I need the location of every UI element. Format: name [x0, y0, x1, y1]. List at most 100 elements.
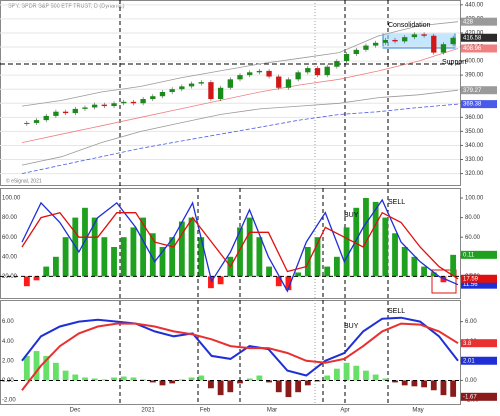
histogram-bar: [372, 201, 379, 277]
histogram-bar: [266, 266, 272, 277]
y-tick-label: 340.00: [465, 143, 484, 149]
y-tick-label: 440.00: [465, 2, 484, 8]
histogram-bar: [450, 254, 457, 277]
series-line: [21, 316, 459, 377]
histogram-bar: [120, 237, 127, 277]
histogram-bar: [227, 380, 234, 393]
histogram-bar: [43, 266, 50, 277]
histogram-bar: [217, 380, 224, 396]
histogram-bar: [130, 227, 137, 277]
macd-panel: [0, 300, 461, 405]
last-value-box: [461, 339, 497, 348]
histogram-bar: [363, 370, 369, 381]
y-tick-label: 330.00: [465, 157, 484, 163]
candle-body: [82, 107, 88, 109]
y-tick-label-left: 0.00: [2, 378, 14, 384]
histogram-bar: [421, 266, 427, 277]
annotation: BUY: [344, 323, 359, 330]
histogram-bar: [23, 355, 30, 381]
histogram-bar: [295, 272, 302, 277]
histogram-bar: [285, 276, 292, 291]
candle-body: [198, 82, 204, 84]
candle-body: [179, 86, 185, 90]
histogram-bar: [188, 217, 195, 277]
price-panel: [0, 0, 461, 186]
histogram-bar: [440, 276, 447, 283]
histogram-bar: [266, 380, 272, 383]
histogram-bar: [246, 378, 253, 381]
histogram-bar: [159, 247, 166, 277]
y-tick-label: 80.00: [465, 215, 481, 221]
candle-body: [392, 39, 398, 42]
y-tick-label: 320.00: [465, 171, 484, 177]
series-line: [21, 48, 459, 143]
last-price-box: [461, 33, 497, 42]
y-tick-label-left: 20.00: [2, 274, 18, 280]
x-tick-label: Dec: [70, 408, 81, 414]
y-tick-label: 350.00: [465, 129, 484, 135]
candle-body: [208, 82, 214, 100]
histogram-bar: [401, 247, 408, 277]
candle-body: [159, 92, 166, 97]
annotation: Consolidation: [388, 22, 431, 29]
histogram-bar: [343, 362, 350, 381]
oscillator-panel: [0, 188, 461, 299]
y-tick-label: 6.00: [465, 319, 477, 325]
histogram-bar: [169, 237, 176, 277]
histogram-bar: [120, 376, 127, 381]
y-tick-label: 360.00: [465, 115, 484, 121]
histogram-bar: [140, 217, 147, 277]
histogram-bar: [101, 379, 108, 381]
histogram-bar: [149, 233, 156, 277]
y-tick-label: 400.00: [465, 59, 484, 65]
candle-body: [314, 68, 321, 76]
candle-body: [188, 83, 195, 87]
y-tick-label-left: -2.00: [2, 398, 16, 404]
histogram-bar: [53, 362, 59, 381]
histogram-bar: [33, 276, 40, 281]
histogram-bar: [237, 227, 243, 277]
histogram-bar: [33, 351, 40, 381]
y-tick-label: 0.00: [465, 378, 477, 384]
histogram-bar: [237, 380, 243, 384]
series-line: [21, 103, 459, 174]
last-value-box: [461, 356, 497, 365]
histogram-bar: [275, 276, 282, 287]
candle-body: [72, 108, 78, 114]
histogram-bar: [208, 380, 214, 389]
candle-body: [295, 72, 301, 80]
candle-body: [24, 122, 30, 124]
last-value-box: [461, 250, 497, 259]
x-tick-label: Mar: [267, 408, 277, 414]
last-value-box: [461, 44, 497, 53]
histogram-bar: [363, 198, 369, 277]
candle-body: [450, 37, 456, 45]
histogram-bar: [421, 380, 427, 388]
candle-body: [382, 39, 388, 43]
candle-body: [372, 42, 379, 46]
last-value-label: 428: [463, 19, 474, 25]
series-line: [21, 198, 459, 293]
histogram-bar: [198, 237, 205, 277]
histogram-bar: [285, 380, 292, 398]
y-tick-label-left: 80.00: [2, 215, 18, 221]
annotation: Support: [442, 59, 467, 66]
candle-body: [256, 70, 263, 73]
histogram-bar: [430, 272, 437, 277]
histogram-bar: [353, 207, 360, 277]
last-value-box: [461, 100, 497, 109]
candle-body: [334, 61, 340, 67]
last-value-label: 408.96: [463, 46, 482, 52]
histogram-bar: [217, 276, 224, 285]
last-value-label: 2.01: [463, 358, 475, 364]
candle-body: [247, 72, 253, 76]
candle-body: [402, 37, 408, 42]
histogram-bar: [440, 380, 447, 396]
histogram-bar: [382, 378, 389, 381]
last-value-box: [461, 280, 497, 289]
candle-body: [101, 104, 108, 107]
candle-body: [43, 115, 49, 121]
y-tick-label-left: 6.00: [2, 319, 14, 325]
